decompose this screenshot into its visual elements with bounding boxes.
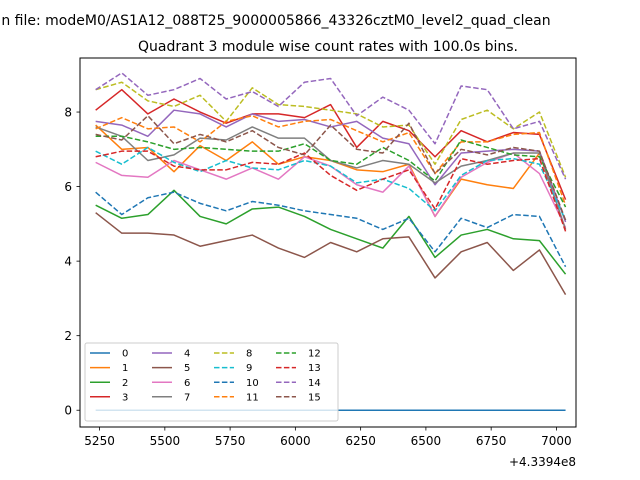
series-line-5 [95,212,567,296]
x-tick-label: 5750 [215,434,246,448]
axes-frame [79,57,577,428]
legend-label-8: 8 [246,349,252,360]
series-line-13 [95,150,567,232]
legend-label-11: 11 [246,392,259,403]
legend-label-15: 15 [308,392,321,403]
legend-label-7: 7 [184,392,190,403]
series-line-3 [95,88,567,200]
x-tick-label: 5500 [150,434,181,448]
x-tick-label: 5250 [84,434,115,448]
plot-area [79,57,577,428]
x-tick-label: 7000 [541,434,572,448]
y-tick-label: 8 [64,106,72,120]
chart-title: Quadrant 3 module wise count rates with … [138,39,518,55]
y-tick-label: 6 [64,180,72,194]
series-line-14 [95,72,567,180]
figure-suptitle: ...n file: modeM0/AS1A12_088T25_90000058… [0,13,551,29]
legend-label-0: 0 [122,349,128,360]
series-line-11 [95,115,567,206]
x-tick-label: 6500 [411,434,442,448]
legend-label-1: 1 [122,363,128,374]
series-line-4 [95,109,567,223]
series-line-2 [95,189,567,275]
legend-label-13: 13 [308,363,321,374]
y-tick-label: 4 [64,255,72,269]
series-line-10 [95,191,567,268]
legend-label-10: 10 [246,378,259,389]
x-axis: 5250 5500 5750 6000 6250 6500 6750 7000 [84,427,572,448]
legend-label-3: 3 [122,392,128,403]
legend-label-2: 2 [122,378,128,389]
series-line-12 [95,135,567,208]
x-offset-label: +4.3394e8 [509,455,576,469]
legend-label-4: 4 [184,349,190,360]
x-tick-label: 6250 [345,434,376,448]
legend-label-9: 9 [246,363,252,374]
series-line-15 [95,115,567,221]
y-tick-label: 2 [64,329,72,343]
legend-label-6: 6 [184,378,190,389]
series-line-9 [95,146,567,221]
legend-label-14: 14 [308,378,321,389]
x-tick-label: 6750 [476,434,507,448]
legend-box [84,342,339,422]
legend-label-12: 12 [308,349,321,360]
series-layer [95,72,567,411]
x-tick-label: 6000 [280,434,311,448]
series-line-8 [95,81,567,178]
y-axis: 0 2 4 6 8 [64,106,80,418]
legend-label-5: 5 [184,363,190,374]
y-tick-label: 0 [64,404,72,418]
